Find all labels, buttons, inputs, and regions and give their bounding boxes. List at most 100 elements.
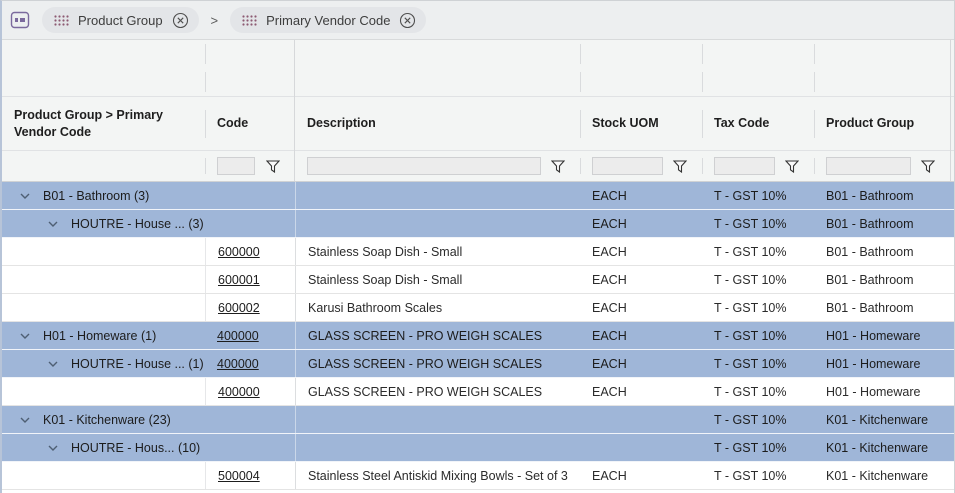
column-separator (205, 158, 206, 174)
group-row[interactable]: K01 - Kitchenware (23)T - GST 10%K01 - K… (2, 406, 954, 434)
tree-cell: B01 - Bathroom (3) (2, 182, 205, 209)
stock-uom-cell-text: EACH (592, 273, 627, 287)
group-chip-product-group[interactable]: Product Group (42, 7, 199, 33)
stock-uom-cell-text: EACH (592, 469, 627, 483)
expand-chevron-icon[interactable] (20, 333, 30, 339)
product-group-cell-text: H01 - Homeware (826, 385, 920, 399)
group-panel-icon[interactable] (10, 11, 30, 29)
expand-chevron-icon[interactable] (48, 361, 58, 367)
column-header-product-group-text: Product Group (826, 115, 914, 131)
column-separator (580, 44, 581, 64)
expand-chevron-icon[interactable] (20, 193, 30, 199)
chip-close-icon[interactable] (399, 12, 416, 29)
product-group-cell: B01 - Bathroom (814, 294, 950, 321)
column-separator (950, 40, 951, 181)
tax-code-filter-input[interactable] (714, 157, 775, 175)
product-group-filter-input[interactable] (826, 157, 911, 175)
stock-uom-cell-text: EACH (592, 189, 627, 203)
column-header-code[interactable]: Code (205, 97, 295, 150)
group-row-label: H01 - Homeware (1) (43, 329, 156, 343)
description-filter-input[interactable] (307, 157, 541, 175)
code-cell (205, 182, 295, 209)
code-link[interactable]: 600002 (218, 301, 260, 315)
code-cell: 400000 (205, 322, 295, 349)
description-cell: GLASS SCREEN - PRO WEIGH SCALES (295, 322, 580, 349)
expand-chevron-icon[interactable] (48, 221, 58, 227)
column-header-stock-uom[interactable]: Stock UOM (580, 97, 702, 150)
data-row[interactable]: 600002Karusi Bathroom ScalesEACHT - GST … (2, 294, 954, 322)
column-separator (702, 158, 703, 174)
data-row[interactable]: 600001Stainless Soap Dish - SmallEACHT -… (2, 266, 954, 294)
code-link[interactable]: 400000 (217, 357, 259, 371)
group-chip-primary-vendor-code[interactable]: Primary Vendor Code (230, 7, 426, 33)
description-cell (295, 182, 580, 209)
column-header-tax-code[interactable]: Tax Code (702, 97, 814, 150)
stock-uom-filter-input[interactable] (592, 157, 663, 175)
tax-code-cell-text: T - GST 10% (714, 301, 786, 315)
filter-funnel-icon[interactable] (541, 160, 565, 173)
column-separator (580, 158, 581, 174)
tax-code-cell-text: T - GST 10% (714, 441, 786, 455)
stock-uom-cell: EACH (580, 322, 702, 349)
product-group-cell-text: B01 - Bathroom (826, 273, 914, 287)
description-cell-text: GLASS SCREEN - PRO WEIGH SCALES (308, 385, 542, 399)
group-row[interactable]: HOUTRE - House ... (1)400000GLASS SCREEN… (2, 350, 954, 378)
product-group-cell: H01 - Homeware (814, 350, 950, 377)
filter-funnel-icon[interactable] (775, 160, 799, 173)
tree-cell (2, 238, 205, 265)
column-header-product-group[interactable]: Product Group (814, 97, 950, 150)
column-header-tree[interactable]: Product Group > Primary Vendor Code (2, 97, 205, 150)
stock-uom-cell: EACH (580, 294, 702, 321)
code-cell: 400000 (205, 350, 295, 377)
stock-uom-cell: EACH (580, 182, 702, 209)
code-link[interactable]: 400000 (218, 385, 260, 399)
code-link[interactable]: 400000 (217, 329, 259, 343)
product-group-filter-cell (814, 151, 950, 181)
tax-code-cell: T - GST 10% (702, 434, 814, 461)
description-cell-text: Stainless Steel Antiskid Mixing Bowls - … (308, 469, 568, 483)
code-link[interactable]: 500004 (218, 469, 260, 483)
column-header-stock-uom-text: Stock UOM (592, 115, 659, 131)
filter-funnel-icon[interactable] (911, 160, 935, 173)
product-group-cell-text: K01 - Kitchenware (826, 469, 928, 483)
data-row[interactable]: 600000Stainless Soap Dish - SmallEACHT -… (2, 238, 954, 266)
group-row[interactable]: H01 - Homeware (1) 400000 GLASS SCREEN - P… (2, 322, 954, 350)
stock-uom-cell: EACH (580, 238, 702, 265)
expand-chevron-icon[interactable] (48, 445, 58, 451)
group-row[interactable]: HOUTRE - Hous... (10)T - GST 10%K01 - Ki… (2, 434, 954, 462)
group-row-label: B01 - Bathroom (3) (43, 189, 149, 203)
expand-chevron-icon[interactable] (20, 417, 30, 423)
stock-uom-cell-text: EACH (592, 217, 627, 231)
column-header-description[interactable]: Description (295, 97, 580, 150)
code-link[interactable]: 600000 (218, 245, 260, 259)
filter-funnel-icon[interactable] (256, 160, 280, 173)
code-filter-input[interactable] (217, 157, 255, 175)
column-separator (814, 110, 815, 138)
tree-cell: H01 - Homeware (1) (2, 322, 205, 349)
data-row[interactable]: 400000 GLASS SCREEN - PRO WEIGH SCALES EAC… (2, 378, 954, 406)
description-cell-text: GLASS SCREEN - PRO WEIGH SCALES (308, 329, 542, 343)
filter-funnel-icon[interactable] (663, 160, 687, 173)
column-header-tree-text: Product Group > Primary Vendor Code (14, 107, 193, 140)
data-row[interactable]: 500004 Stainless Steel Antiskid Mixing Bo… (2, 462, 954, 490)
group-row[interactable]: B01 - Bathroom (3)EACHT - GST 10%B01 - B… (2, 182, 954, 210)
code-cell: 600001 (205, 266, 295, 293)
column-separator (702, 110, 703, 138)
tree-cell: HOUTRE - House ... (1) (2, 350, 205, 377)
data-grid-widget: Product Group > Primary Vendor (0, 0, 955, 493)
stock-uom-filter-cell (580, 151, 702, 181)
chip-close-icon[interactable] (172, 12, 189, 29)
row-spacer (950, 350, 954, 377)
stock-uom-cell: EACH (580, 378, 702, 405)
group-row[interactable]: HOUTRE - House ... (3)EACHT - GST 10%B01… (2, 210, 954, 238)
column-separator (814, 44, 815, 64)
stock-uom-cell: EACH (580, 266, 702, 293)
product-group-cell: B01 - Bathroom (814, 266, 950, 293)
row-spacer (950, 294, 954, 321)
product-group-cell: H01 - Homeware (814, 378, 950, 405)
drag-handle-icon (54, 15, 69, 26)
column-separator (294, 40, 295, 181)
row-spacer (950, 210, 954, 237)
code-link[interactable]: 600001 (218, 273, 260, 287)
description-cell: Stainless Steel Antiskid Mixing Bowls - … (295, 462, 580, 489)
